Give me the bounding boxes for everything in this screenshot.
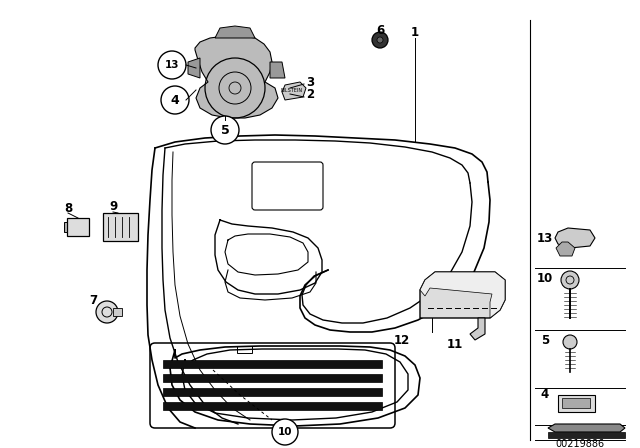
- Text: 10: 10: [537, 271, 553, 284]
- Text: 11: 11: [447, 337, 463, 350]
- Polygon shape: [195, 36, 278, 118]
- Circle shape: [372, 32, 388, 48]
- Text: 2: 2: [306, 89, 314, 102]
- Polygon shape: [282, 82, 306, 100]
- Circle shape: [211, 116, 239, 144]
- Text: BILSTEIN: BILSTEIN: [281, 89, 303, 94]
- Polygon shape: [270, 62, 285, 78]
- Polygon shape: [558, 395, 595, 412]
- Polygon shape: [548, 432, 625, 438]
- Polygon shape: [470, 318, 485, 340]
- Polygon shape: [163, 402, 382, 410]
- Polygon shape: [188, 58, 200, 78]
- Text: 10: 10: [278, 427, 292, 437]
- Circle shape: [561, 271, 579, 289]
- Text: 00219886: 00219886: [556, 439, 605, 448]
- Circle shape: [377, 37, 383, 43]
- Circle shape: [563, 335, 577, 349]
- Text: 4: 4: [541, 388, 549, 401]
- Text: 8: 8: [64, 202, 72, 215]
- Polygon shape: [556, 242, 575, 256]
- Circle shape: [161, 86, 189, 114]
- Polygon shape: [555, 228, 595, 248]
- Circle shape: [272, 419, 298, 445]
- Polygon shape: [103, 213, 138, 241]
- Text: 13: 13: [537, 232, 553, 245]
- Text: 4: 4: [171, 94, 179, 107]
- Polygon shape: [420, 272, 505, 318]
- Text: 7: 7: [89, 293, 97, 306]
- Text: 12: 12: [394, 333, 410, 346]
- Polygon shape: [64, 222, 67, 232]
- Polygon shape: [420, 272, 505, 318]
- Polygon shape: [163, 374, 382, 382]
- Text: 13: 13: [164, 60, 179, 70]
- Polygon shape: [113, 308, 122, 316]
- Text: 5: 5: [221, 124, 229, 137]
- Circle shape: [158, 51, 186, 79]
- Text: 1: 1: [411, 26, 419, 39]
- Polygon shape: [163, 360, 382, 368]
- Text: 3: 3: [306, 76, 314, 89]
- Text: 5: 5: [541, 333, 549, 346]
- Text: 6: 6: [376, 23, 384, 36]
- Text: 9: 9: [109, 199, 117, 212]
- Polygon shape: [67, 218, 89, 236]
- Polygon shape: [215, 26, 255, 38]
- Polygon shape: [548, 424, 625, 432]
- Polygon shape: [163, 388, 382, 396]
- Circle shape: [96, 301, 118, 323]
- Polygon shape: [562, 398, 590, 408]
